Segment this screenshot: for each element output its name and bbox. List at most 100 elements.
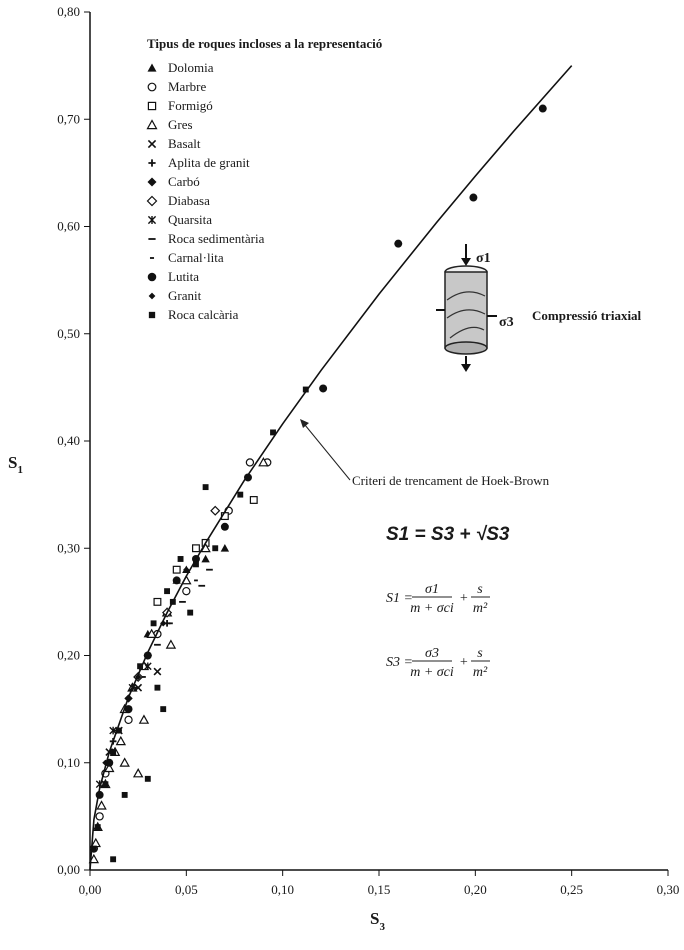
series-basalt <box>105 667 162 756</box>
y-tick-label: 0,20 <box>57 648 80 663</box>
legend-marker <box>147 215 157 225</box>
data-point <box>154 684 161 691</box>
hoek-brown-curve <box>89 65 573 871</box>
x-tick-label: 0,30 <box>657 882 680 897</box>
legend-label: Roca calcària <box>168 307 239 322</box>
data-point <box>102 781 109 788</box>
y-tick-label: 0,50 <box>57 326 80 341</box>
legend-label: Dolomia <box>168 60 214 75</box>
y-tick-label: 0,80 <box>57 4 80 19</box>
legend-label: Basalt <box>168 136 201 151</box>
data-point <box>187 609 194 616</box>
data-point <box>319 384 328 393</box>
formula-s1-den1: m + σci <box>410 601 454 616</box>
formula-main: S1 = S3 + √S3 <box>386 524 510 545</box>
legend-label: Quarsita <box>168 212 212 227</box>
data-point <box>150 620 157 627</box>
data-point <box>124 715 133 725</box>
data-point <box>165 639 177 649</box>
legend-marker <box>147 63 157 72</box>
data-point <box>302 386 309 393</box>
formula-s3-den2: m² <box>473 665 488 680</box>
legend-title: Tipus de roques incloses a la representa… <box>147 36 382 51</box>
curve-annotation-arrow-line <box>304 424 351 481</box>
data-point <box>220 544 230 552</box>
legend-label: Granit <box>168 288 202 303</box>
cylinder-fracture-lines <box>446 291 486 339</box>
y-tick-label: 0,60 <box>57 219 80 234</box>
data-point <box>220 522 229 531</box>
data-point <box>182 586 191 596</box>
data-point <box>177 556 184 562</box>
data-point <box>96 800 107 810</box>
data-point <box>249 496 258 504</box>
data-point <box>110 749 117 755</box>
legend-marker <box>148 311 156 319</box>
legend-marker <box>148 159 156 167</box>
data-point <box>115 735 127 746</box>
data-point <box>110 856 117 863</box>
axis-ticks: 0,00 0,05 0,10 0,15 0,20 0,25 0,30 0,00 0,10 0,20… <box>57 4 679 897</box>
data-point <box>192 544 200 553</box>
data-point <box>143 662 152 671</box>
y-tick-label: 0,70 <box>57 111 80 126</box>
data-point <box>90 845 97 852</box>
legend-item: Quarsita <box>147 212 212 227</box>
formula-main-text: S1 = S3 + √S3 <box>386 524 510 545</box>
curve-annotation-arrowhead <box>300 419 309 428</box>
data-point <box>160 706 167 713</box>
legend-label: Lutita <box>168 269 199 284</box>
data-point <box>121 791 128 798</box>
series-roca-calc-ria <box>90 386 309 863</box>
bottom-arrowhead <box>461 364 471 372</box>
formula-s1-den2: m² <box>473 601 488 616</box>
legend-marker <box>146 195 158 207</box>
data-point <box>138 714 150 724</box>
x-axis-title: S3 <box>370 909 385 933</box>
legend-marker <box>148 292 156 300</box>
legend-marker <box>147 177 157 187</box>
data-point <box>164 588 171 595</box>
data-point <box>243 473 252 482</box>
sigma3-label: σ3 <box>499 315 514 330</box>
y-tick-label: 0,00 <box>57 862 80 877</box>
legend-marker <box>147 272 157 282</box>
y-tick-label: 0,10 <box>57 755 80 770</box>
sigma1-arrowhead <box>461 258 471 266</box>
data-point <box>144 775 151 782</box>
data-point <box>153 597 162 606</box>
data-point <box>201 554 210 563</box>
legend-item: Roca calcària <box>148 307 239 322</box>
series-quarsita <box>95 662 152 789</box>
legend-item: Gres <box>146 117 193 132</box>
legend-label: Gres <box>168 117 193 132</box>
legend-label: Formigó <box>168 98 213 113</box>
data-point <box>193 561 199 568</box>
data-point <box>125 706 132 713</box>
x-tick-label: 0,20 <box>464 882 487 897</box>
legend-marker <box>147 139 157 149</box>
curve-annotation-label: Criteri de trencament de Hoek-Brown <box>352 473 550 488</box>
formula-s1-plus: + <box>459 591 468 606</box>
sigma1-label: σ1 <box>476 251 491 266</box>
legend-marker <box>147 82 157 92</box>
data-point <box>394 239 403 248</box>
legend-label: Marbre <box>168 79 206 94</box>
data-point <box>210 505 221 516</box>
data-point <box>95 812 104 821</box>
legend-item: Carbó <box>147 174 200 189</box>
formula-s1-num2: s <box>477 582 483 597</box>
data-point <box>172 565 181 574</box>
data-point <box>153 667 162 676</box>
formula-s3: S3 = σ3 m + σci + s m² <box>386 646 490 680</box>
legend-item: Lutita <box>147 269 199 284</box>
x-tick-label: 0,25 <box>560 882 583 897</box>
legend-item: Aplita de granit <box>148 155 250 170</box>
legend-label: Diabasa <box>168 193 210 208</box>
legend-label: Carnal·lita <box>168 250 224 265</box>
x-tick-label: 0,00 <box>79 882 102 897</box>
legend-label: Aplita de granit <box>168 155 250 170</box>
formula-s3-plus: + <box>459 655 468 670</box>
